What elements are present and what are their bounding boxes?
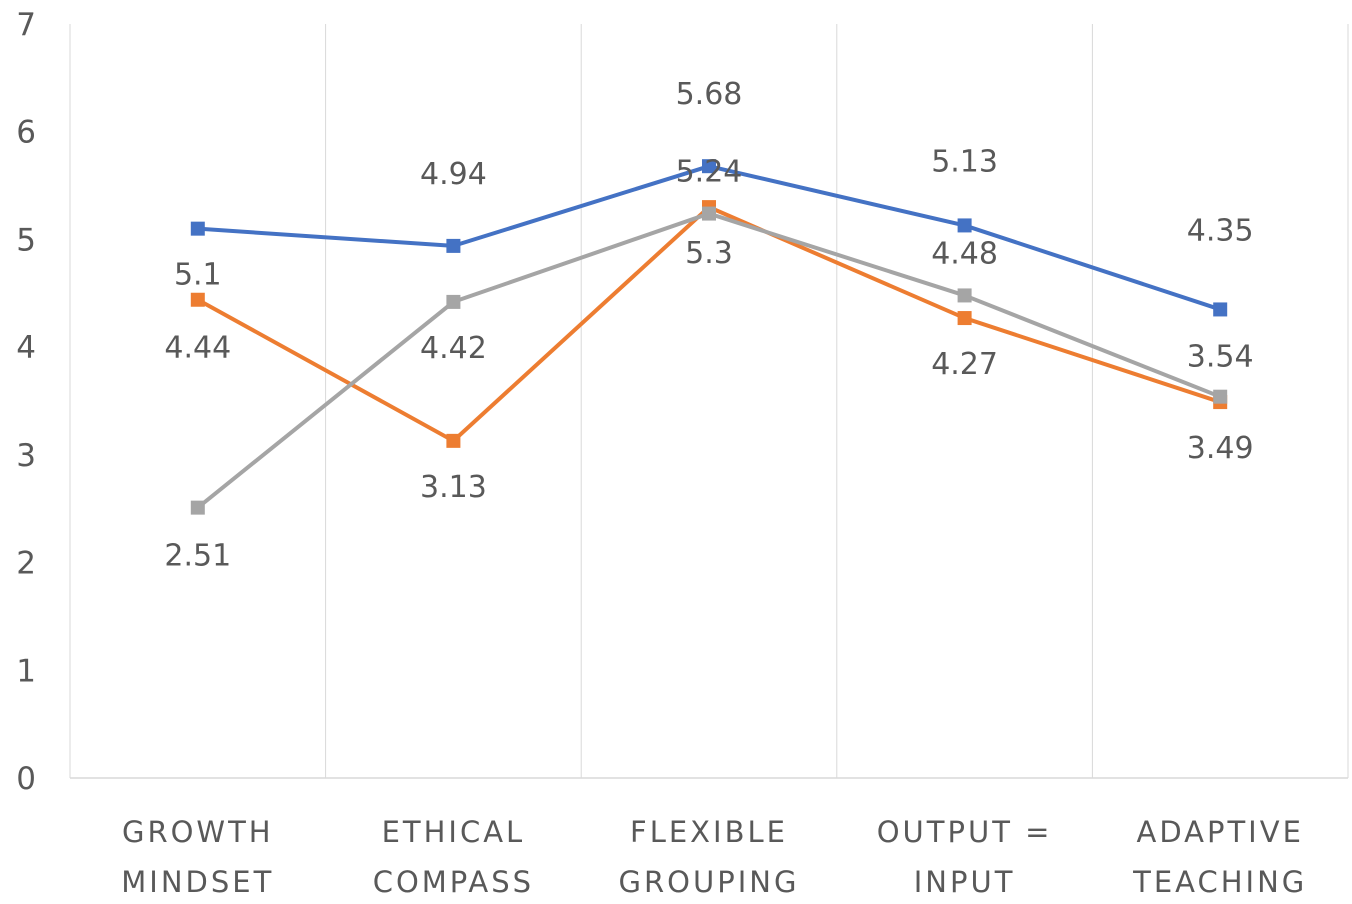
y-tick-label: 7	[16, 7, 36, 43]
data-label: 3.49	[1187, 431, 1254, 466]
series-1-marker	[702, 159, 716, 174]
y-tick-label: 1	[16, 653, 36, 689]
data-label: 5.68	[676, 77, 743, 112]
data-label: 4.35	[1187, 213, 1254, 248]
x-tick-label: ADAPTIVE	[1136, 815, 1303, 849]
x-tick-label: FLEXIBLE	[630, 815, 788, 849]
series-1-marker	[957, 218, 972, 233]
y-tick-label: 5	[16, 222, 36, 258]
series-3-marker	[190, 500, 205, 515]
series-2-marker	[446, 433, 461, 448]
data-label: 4.44	[164, 331, 231, 366]
series-3-marker	[1213, 389, 1228, 404]
series-1-marker	[190, 221, 205, 236]
x-tick-label: MINDSET	[121, 865, 274, 899]
data-label: 5.1	[174, 258, 222, 293]
series-3-marker	[446, 294, 461, 309]
y-tick-label: 3	[16, 438, 36, 474]
data-label: 4.27	[931, 347, 998, 382]
series-1-marker	[446, 238, 461, 253]
series-2-marker	[190, 292, 205, 307]
x-tick-label: INPUT	[914, 865, 1016, 899]
x-tick-label: GROUPING	[619, 865, 800, 899]
data-label: 3.13	[420, 470, 487, 505]
y-tick-label: 0	[16, 761, 36, 797]
x-tick-label: GROWTH	[122, 815, 274, 849]
data-label: 5.13	[931, 144, 998, 179]
x-tick-label: TEACHING	[1132, 865, 1307, 899]
data-label: 4.48	[931, 236, 998, 271]
data-label: 2.51	[164, 539, 231, 574]
data-label: 5.3	[685, 236, 733, 271]
data-label: 3.54	[1187, 340, 1254, 375]
series-2-marker	[957, 311, 972, 326]
series-1-marker	[1213, 302, 1228, 317]
y-tick-label: 2	[16, 546, 36, 582]
x-tick-label: COMPASS	[373, 865, 534, 899]
x-tick-label: OUTPUT =	[877, 815, 1053, 849]
series-3-marker	[957, 288, 972, 303]
y-tick-label: 4	[16, 330, 36, 366]
y-tick-label: 6	[16, 115, 36, 151]
series-3-marker	[702, 206, 716, 221]
x-tick-label: ETHICAL	[382, 815, 526, 849]
data-label: 5.24	[676, 155, 743, 190]
data-label: 4.42	[420, 331, 487, 366]
data-label: 4.94	[420, 157, 487, 192]
